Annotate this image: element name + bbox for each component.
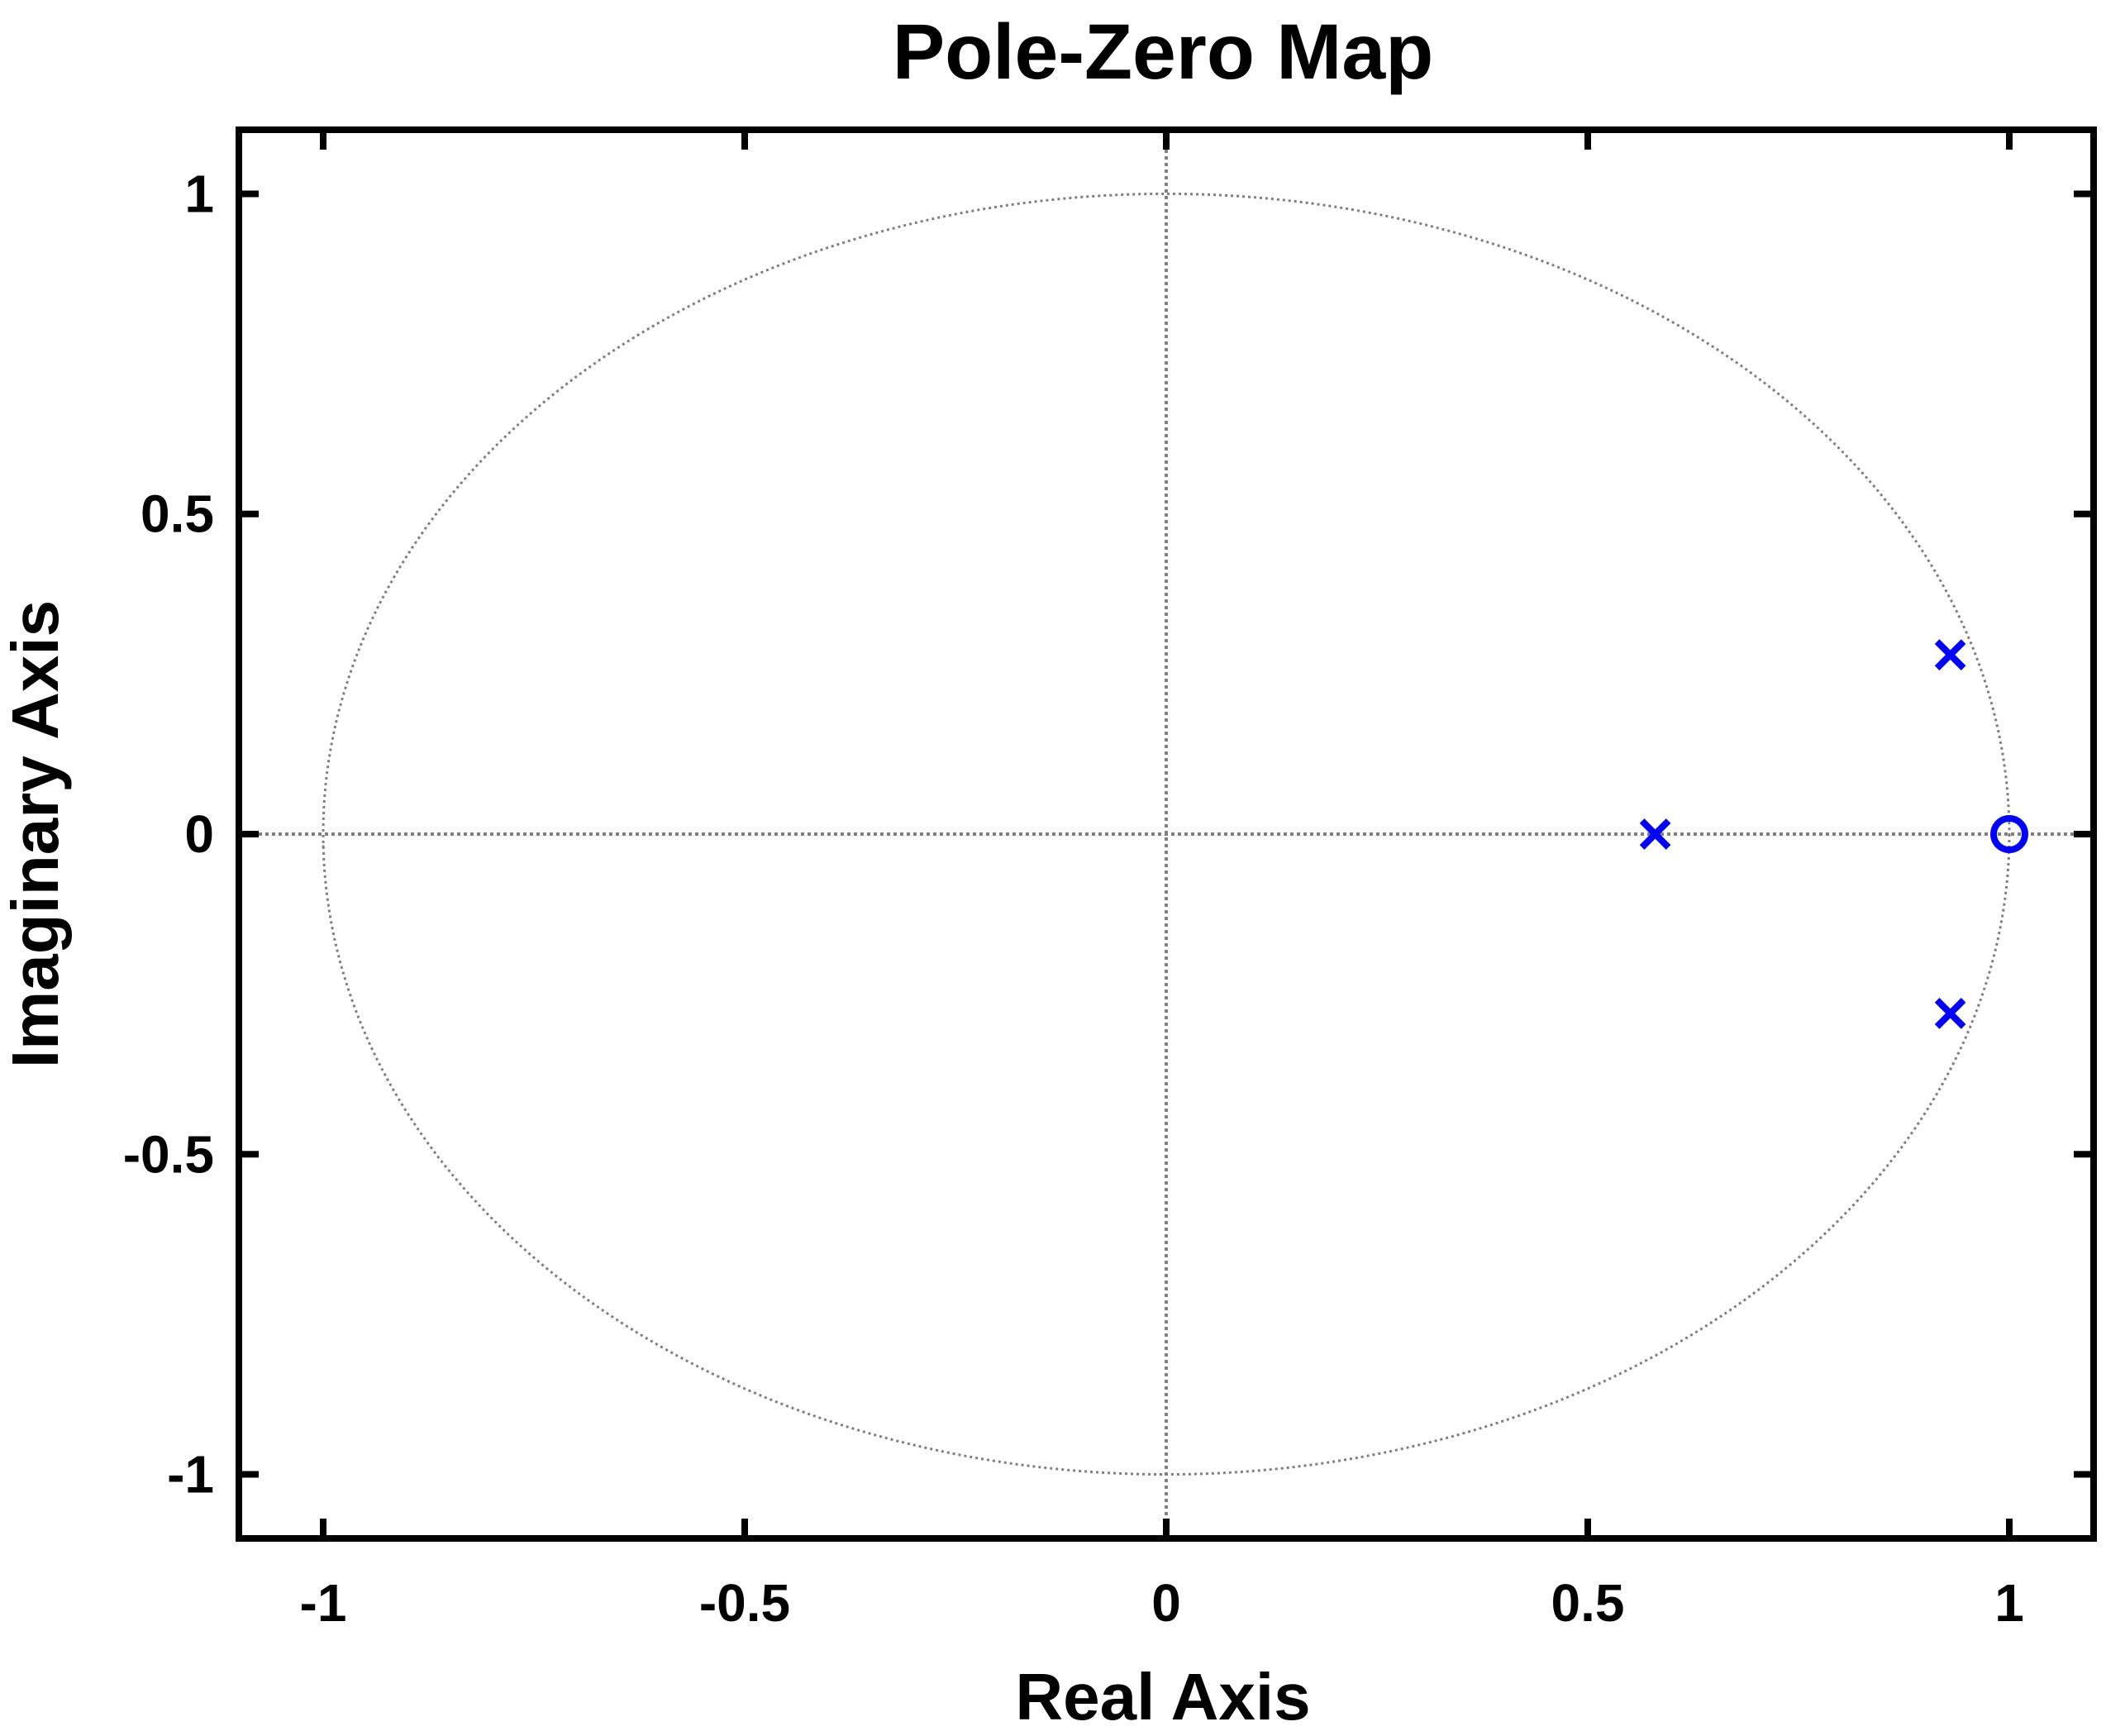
pole-stroke [1639,818,1671,850]
plot-area-frame [236,126,2097,1542]
tick-labels: -1 -0.5 0 0.5 1 -1 -0.5 0 0.5 1 [123,164,2024,1633]
y-tick-label: 0.5 [141,484,214,544]
pole-stroke [1934,998,1966,1029]
x-tick-label: 0.5 [1551,1573,1625,1633]
chart-title: Pole-Zero Map [893,8,1434,96]
x-tick-label: 1 [1994,1573,2024,1633]
y-tick-label: -0.5 [123,1124,214,1184]
markers [1639,639,2028,1029]
y-tick-label: 0 [184,804,214,864]
pole-marker [1934,639,1966,670]
x-tick-label: 0 [1151,1573,1181,1633]
x-tick-label: -1 [300,1573,347,1633]
x-tick-label: -0.5 [699,1573,790,1633]
y-tick-label: -1 [167,1445,214,1505]
pole-marker [1934,998,1966,1029]
guide-lines [239,130,2094,1538]
x-axis-label: Real Axis [1015,1660,1310,1734]
pole-stroke [1934,639,1966,670]
y-axis-label: Imaginary Axis [0,600,72,1068]
zero-marker [1990,815,2028,853]
pole-marker [1639,818,1671,850]
y-tick-label: 1 [184,164,214,223]
